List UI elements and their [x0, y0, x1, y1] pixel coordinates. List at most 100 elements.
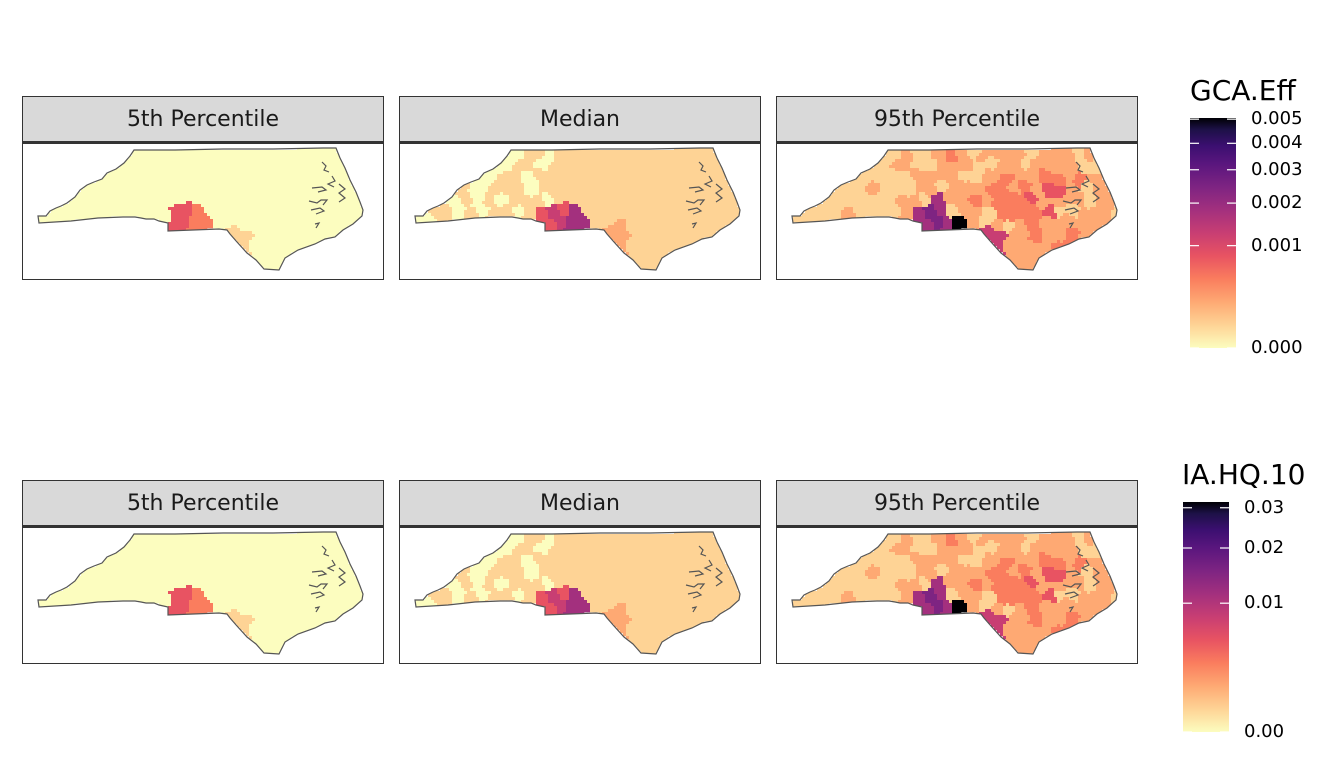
county-cell [698, 216, 702, 220]
county-cell [330, 219, 334, 223]
county-cell [135, 213, 139, 217]
county-cell [165, 186, 169, 190]
county-cell [348, 186, 352, 190]
county-cell [698, 219, 702, 223]
county-cell [267, 240, 271, 244]
county-cell [126, 201, 130, 205]
county-cell [186, 219, 190, 223]
county-cell [255, 168, 259, 172]
county-cell [620, 168, 624, 172]
county-cell [294, 162, 298, 166]
county-cell [276, 207, 280, 211]
county-cell [617, 204, 621, 208]
county-cell [428, 216, 432, 220]
county-cell [500, 165, 504, 169]
county-cell [285, 168, 289, 172]
county-cell [282, 150, 286, 154]
county-cell [590, 168, 594, 172]
county-cell [258, 240, 262, 244]
county-cell [267, 192, 271, 196]
county-cell [297, 150, 301, 154]
county-cell [551, 162, 555, 166]
county-cell [210, 180, 214, 184]
county-cell [69, 213, 73, 217]
county-cell [647, 150, 651, 154]
county-cell [198, 192, 202, 196]
county-cell [506, 168, 510, 172]
county-cell [662, 207, 666, 211]
county-cell [452, 201, 456, 205]
county-cell [608, 156, 612, 160]
county-cell [542, 210, 546, 214]
county-cell [623, 204, 627, 208]
county-cell [267, 216, 271, 220]
county-cell [683, 153, 687, 157]
county-cell [662, 168, 666, 172]
county-cell [132, 204, 136, 208]
county-cell [671, 228, 675, 232]
county-cell [638, 228, 642, 232]
county-cell [503, 204, 507, 208]
county-cell [117, 168, 121, 172]
county-cell [339, 222, 343, 226]
county-cell [653, 195, 657, 199]
county-cell [198, 195, 202, 199]
county-cell [318, 234, 322, 238]
county-cell [611, 153, 615, 157]
county-cell [611, 213, 615, 217]
county-cell [581, 189, 585, 193]
county-cell [264, 162, 268, 166]
county-cell [572, 159, 576, 163]
county-cell [138, 186, 142, 190]
county-cell [258, 237, 262, 241]
county-cell [300, 204, 304, 208]
county-cell [593, 213, 597, 217]
county-cell [297, 234, 301, 238]
county-cell [129, 192, 133, 196]
county-cell [159, 201, 163, 205]
county-cell [135, 207, 139, 211]
county-cell [602, 153, 606, 157]
county-cell [159, 174, 163, 178]
county-cell [710, 189, 714, 193]
county-cell [566, 174, 570, 178]
county-cell [84, 204, 88, 208]
county-cell [303, 237, 307, 241]
county-cell [653, 237, 657, 241]
county-cell [300, 222, 304, 226]
county-cell [237, 195, 241, 199]
county-cell [470, 183, 474, 187]
county-cell [617, 231, 621, 235]
county-cell [494, 180, 498, 184]
county-cell [602, 216, 606, 220]
county-cell [279, 153, 283, 157]
county-cell [656, 174, 660, 178]
county-cell [93, 210, 97, 214]
county-cell [608, 213, 612, 217]
county-cell [461, 210, 465, 214]
county-cell [297, 210, 301, 214]
county-cell [207, 213, 211, 217]
county-cell [683, 222, 687, 226]
county-cell [578, 192, 582, 196]
county-cell [599, 171, 603, 175]
county-cell [267, 219, 271, 223]
county-cell [234, 159, 238, 163]
county-cell [572, 162, 576, 166]
county-cell [195, 207, 199, 211]
county-cell [225, 213, 229, 217]
county-cell [339, 168, 343, 172]
county-cell [153, 156, 157, 160]
county-cell [348, 192, 352, 196]
county-cell [575, 171, 579, 175]
county-cell [312, 165, 316, 169]
county-cell [165, 216, 169, 220]
county-cell [267, 231, 271, 235]
county-cell [147, 165, 151, 169]
county-cell [620, 186, 624, 190]
county-cell [195, 213, 199, 217]
county-cell [662, 159, 666, 163]
county-cell [240, 189, 244, 193]
county-cell [342, 174, 346, 178]
county-cell [129, 159, 133, 163]
